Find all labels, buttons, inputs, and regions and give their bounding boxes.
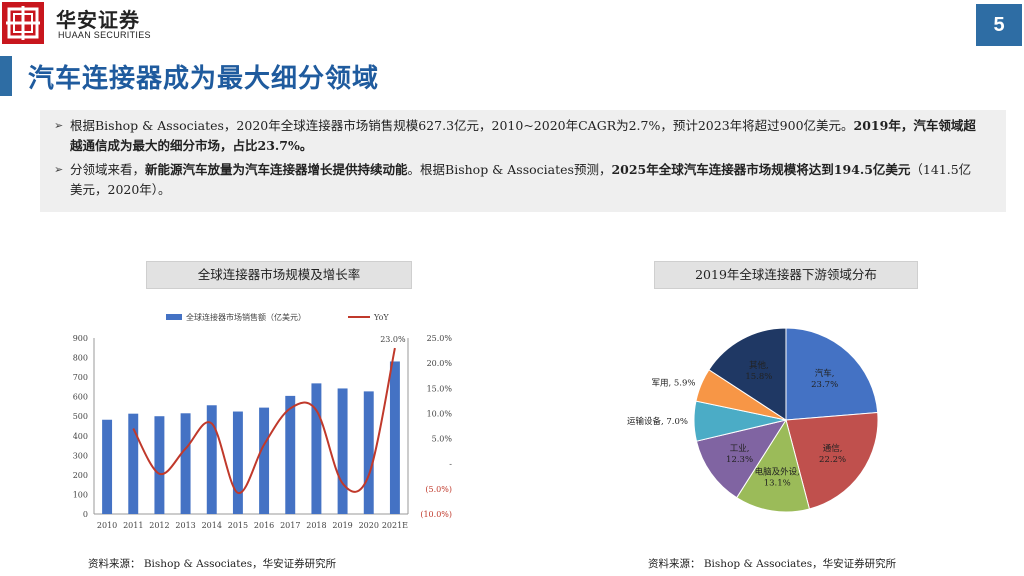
y-left-tick: 300 xyxy=(73,451,88,460)
x-tick-label: 2020 xyxy=(359,521,379,530)
pie-slice xyxy=(785,411,879,510)
y-left-tick: 400 xyxy=(73,432,88,441)
page-number: 5 xyxy=(976,4,1022,46)
bar xyxy=(259,407,270,514)
pie-label: 其他, xyxy=(749,360,769,371)
y-right-tick: (5.0%) xyxy=(425,485,452,494)
y-left-tick: 100 xyxy=(73,490,88,499)
legend-bar-label: 全球连接器市场销售额（亿美元） xyxy=(186,312,306,322)
logo-text-cn: 华安证券 xyxy=(56,8,140,32)
x-tick-label: 2011 xyxy=(123,521,143,530)
pie-label: 15.8% xyxy=(745,372,772,382)
bullet-1-bold: 2019年，汽车领域超越通信成为最大的细分市场，占比23.7%。 xyxy=(70,118,976,153)
pie-label: 通信, xyxy=(823,443,843,454)
bullet-2-bold: 新能源汽车放量为汽车连接器增长提供持续动能 xyxy=(145,162,408,177)
logo-text-en: HUAAN SECURITIES xyxy=(58,30,151,40)
bullet-1-text: 根据Bishop & Associates，2020年全球连接器市场销售规模62… xyxy=(70,116,980,156)
pie-slice xyxy=(736,418,811,513)
data-label: 23.0% xyxy=(380,335,406,344)
y-left-tick: 700 xyxy=(73,373,88,382)
y-right-tick: 25.0% xyxy=(427,334,453,343)
legend-line-label: YoY xyxy=(373,313,389,322)
y-right-tick: 15.0% xyxy=(427,384,453,393)
x-tick-label: 2013 xyxy=(175,521,195,530)
bar xyxy=(206,405,217,514)
yoy-line xyxy=(132,347,396,494)
y-left-tick: 0 xyxy=(83,510,88,519)
y-right-tick: 5.0% xyxy=(432,435,453,444)
summary-box: ➢ 根据Bishop & Associates，2020年全球连接器市场销售规模… xyxy=(40,110,1006,212)
pie-label: 22.2% xyxy=(819,455,846,465)
x-tick-label: 2019 xyxy=(332,521,352,530)
right-chart-title: 2019年全球连接器下游领域分布 xyxy=(654,261,918,289)
x-tick-label: 2014 xyxy=(202,521,222,530)
bullet-2-text: 分领域来看，新能源汽车放量为汽车连接器增长提供持续动能。根据Bishop & A… xyxy=(70,160,980,200)
downstream-pie-chart: 汽车,23.7% 通信,22.2% 电脑及外设,13.1% 工业,12.3% 运输设备,… xyxy=(627,327,879,513)
y-left-tick: 900 xyxy=(73,334,88,343)
pie-label: 工业, xyxy=(730,443,750,454)
bullet-arrow-icon: ➢ xyxy=(54,119,64,132)
y-left-tick: 600 xyxy=(73,393,88,402)
left-chart-title: 全球连接器市场规模及增长率 xyxy=(146,261,412,289)
pie-slice xyxy=(708,327,787,421)
bar xyxy=(128,413,139,514)
pie-label: 运输设备, 7.0% xyxy=(627,416,688,427)
company-logo xyxy=(2,2,44,44)
bar xyxy=(154,416,165,514)
bar xyxy=(311,383,322,514)
y-right-tick: 10.0% xyxy=(427,409,453,418)
bullet-2-part: 。根据Bishop & Associates预测， xyxy=(407,162,612,177)
bullet-2-part: （141.5亿美元，2020年）。 xyxy=(70,162,972,197)
y-right-tick: - xyxy=(449,460,452,469)
summary-bullet-2: ➢ 分领域来看，新能源汽车放量为汽车连接器增长提供持续动能。根据Bishop &… xyxy=(54,160,980,200)
y-left-tick: 200 xyxy=(73,471,88,480)
left-chart-source: 资料来源： Bishop & Associates，华安证券研究所 xyxy=(88,558,337,570)
bar xyxy=(232,411,243,514)
x-tick-label: 2010 xyxy=(97,521,117,530)
bar xyxy=(180,413,191,514)
pie-slice xyxy=(695,419,788,499)
pie-label: 13.1% xyxy=(764,478,791,488)
bullet-2-bold: 2025年全球汽车连接器市场规模将达到194.5亿美元 xyxy=(611,162,911,177)
right-chart-source: 资料来源： Bishop & Associates，华安证券研究所 xyxy=(648,558,897,570)
x-tick-label: 2021E xyxy=(382,521,408,530)
page-title: 汽车连接器成为最大细分领域 xyxy=(28,64,380,94)
pie-label: 23.7% xyxy=(811,380,838,390)
x-tick-label: 2016 xyxy=(254,521,274,530)
y-right-tick: 20.0% xyxy=(427,359,453,368)
bar xyxy=(363,391,374,514)
pie-label: 汽车, xyxy=(815,368,835,379)
y-right-tick: (10.0%) xyxy=(420,510,452,519)
logo-mark-icon xyxy=(6,6,40,40)
pie-label: 12.3% xyxy=(726,455,753,465)
pie-label: 军用, 5.9% xyxy=(651,378,695,388)
bar xyxy=(285,395,296,514)
x-tick-label: 2018 xyxy=(306,521,326,530)
x-tick-label: 2012 xyxy=(149,521,169,530)
summary-bullet-1: ➢ 根据Bishop & Associates，2020年全球连接器市场销售规模… xyxy=(54,116,980,156)
bullet-1-part: 根据Bishop & Associates，2020年全球连接器市场销售规模62… xyxy=(70,118,854,133)
pie-slice xyxy=(785,327,879,421)
title-accent-bar xyxy=(0,56,12,96)
x-tick-label: 2015 xyxy=(228,521,248,530)
market-size-chart: 全球连接器市场销售额（亿美元） YoY 0 100 200 300 400 500 600 700… xyxy=(73,312,453,530)
legend-bar-swatch xyxy=(166,314,182,320)
x-tick-label: 2017 xyxy=(280,521,300,530)
y-left-tick: 800 xyxy=(73,354,88,363)
bar xyxy=(337,388,348,514)
bullet-2-part: 分领域来看， xyxy=(70,162,146,177)
y-left-tick: 500 xyxy=(73,412,88,421)
pie-label: 电脑及外设, xyxy=(755,466,800,477)
bar xyxy=(389,361,400,514)
bar xyxy=(102,419,113,514)
bullet-arrow-icon: ➢ xyxy=(54,163,64,176)
